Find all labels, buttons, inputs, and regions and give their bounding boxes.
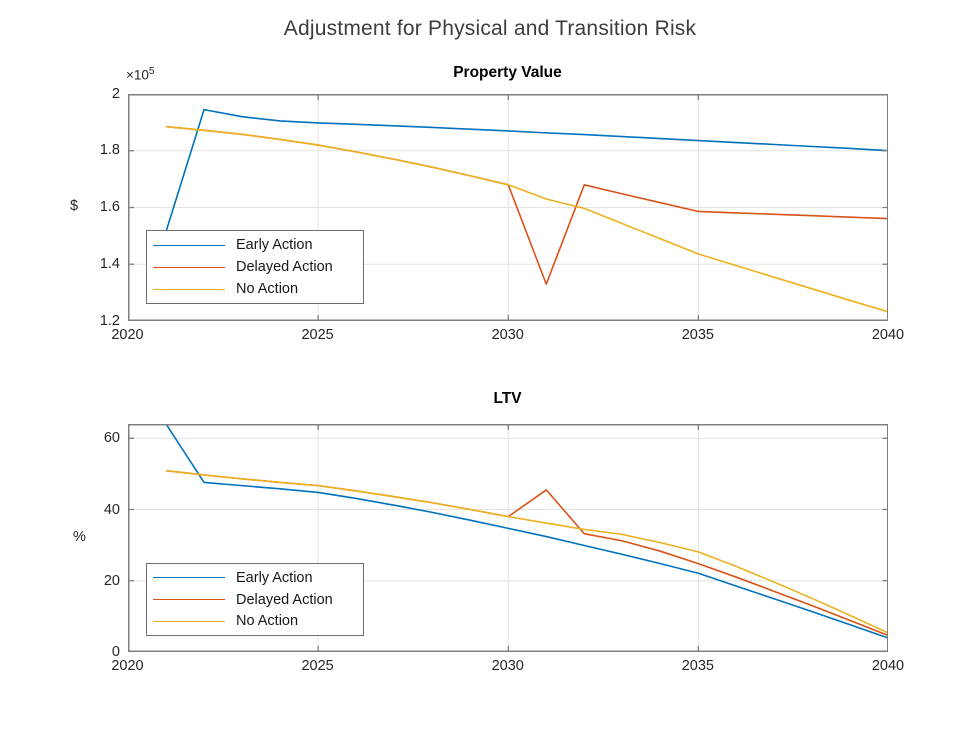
x-tick-label: 2025 xyxy=(301,327,334,343)
y-axis-label-dollar: $ xyxy=(70,198,79,214)
series-line-early-action xyxy=(164,108,888,232)
legend-item-no-action: No Action xyxy=(147,281,363,297)
plot-area-ltv xyxy=(127,424,888,652)
x-tick-label: 2040 xyxy=(871,658,905,674)
plot-area-property-value xyxy=(127,93,888,321)
x-tick-label: 2025 xyxy=(301,658,334,674)
x-tick-label: 2035 xyxy=(681,658,714,674)
legend-item-early-action: Early Action xyxy=(147,570,363,586)
x-tick-label: 2030 xyxy=(491,327,524,343)
legend-line-swatch-early xyxy=(153,577,225,579)
legend-label-none: No Action xyxy=(236,281,299,297)
y-tick-label: 1.2 xyxy=(99,312,120,329)
legend-line-swatch-none xyxy=(153,620,225,622)
series-line-no-action xyxy=(165,469,888,634)
legend-line-swatch-early xyxy=(153,244,225,246)
y-tick-label: 40 xyxy=(103,501,120,518)
y-axis-exponent-label: ×105 xyxy=(126,66,154,83)
exponent-mantissa: ×10 xyxy=(126,67,149,83)
legend-ltv: Early Action Delayed Action No Action xyxy=(146,563,364,636)
x-tick-label: 2040 xyxy=(871,327,905,343)
series-line-no-action xyxy=(165,125,888,313)
x-tick-label: 2020 xyxy=(111,327,144,343)
legend-item-no-action: No Action xyxy=(147,613,363,629)
legend-line-swatch-delayed xyxy=(153,266,225,268)
legend-item-delayed-action: Delayed Action xyxy=(147,259,363,275)
legend-line-swatch-delayed xyxy=(153,599,225,600)
exponent-power: 5 xyxy=(148,66,155,77)
subplot-title-ltv: LTV xyxy=(493,390,522,407)
y-tick-label: 0 xyxy=(111,644,120,660)
legend-label-none: No Action xyxy=(236,613,299,630)
x-tick-label: 2030 xyxy=(491,658,524,674)
y-tick-label: 2 xyxy=(111,85,120,102)
y-tick-label: 20 xyxy=(103,572,120,589)
y-tick-label: 1.4 xyxy=(99,255,120,272)
legend-label-early: Early Action xyxy=(236,569,313,586)
y-tick-label: 1.6 xyxy=(99,199,120,215)
legend-item-early-action: Early Action xyxy=(147,237,363,253)
x-tick-label: 2035 xyxy=(681,327,714,343)
y-tick-label: 1.8 xyxy=(99,142,120,159)
y-axis-label-percent: % xyxy=(73,529,86,545)
subplot-title-property-value: Property Value xyxy=(453,64,562,81)
y-tick-label: 60 xyxy=(103,430,120,447)
legend-label-delayed: Delayed Action xyxy=(236,259,333,275)
figure-title: Adjustment for Physical and Transition R… xyxy=(283,17,697,40)
legend-line-swatch-none xyxy=(153,288,225,290)
x-tick-label: 2020 xyxy=(111,658,144,674)
legend-property-value: Early Action Delayed Action No Action xyxy=(146,230,364,304)
legend-label-early: Early Action xyxy=(236,237,313,253)
legend-item-delayed-action: Delayed Action xyxy=(147,592,363,608)
series-line-early-action xyxy=(164,424,888,639)
legend-label-delayed: Delayed Action xyxy=(236,591,333,608)
